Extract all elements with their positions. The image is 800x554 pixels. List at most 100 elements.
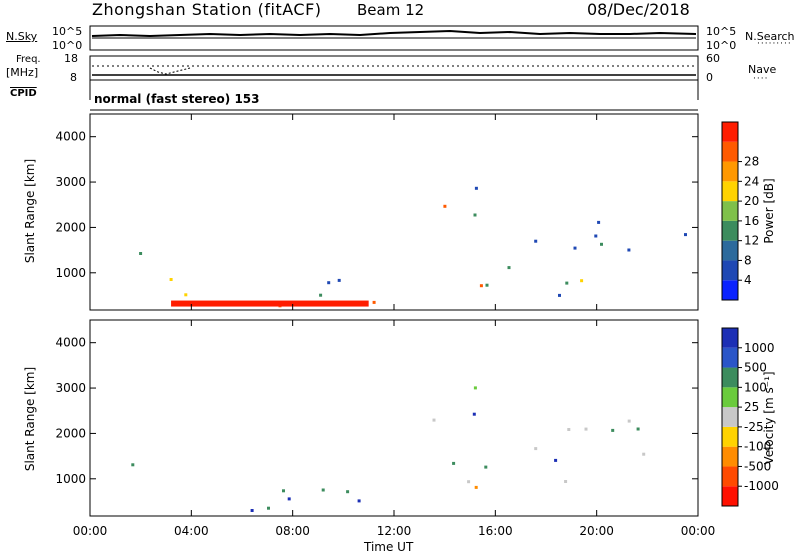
freq-unit: [MHz]: [6, 66, 39, 79]
nsky-trace: [91, 29, 697, 38]
colorbar-swatch: [722, 367, 738, 388]
freq-tick-top: 18: [64, 52, 78, 65]
velocity-colorbar-label: Velocity [m s⁻¹]: [762, 371, 776, 465]
nsearch-tick-bottom: 10^0: [706, 39, 737, 52]
panel-frame: [89, 113, 699, 311]
echo-cell: [267, 506, 270, 510]
echo-cell: [684, 233, 687, 237]
colorbar-swatch: [722, 260, 738, 281]
echo-cell: [443, 204, 447, 208]
x-tick-label: 16:00: [478, 524, 513, 538]
y-tick-label: 2000: [55, 426, 86, 440]
nave-label: Nave: [748, 63, 777, 76]
echo-cell: [467, 480, 471, 484]
echo-cell: [169, 278, 173, 281]
colorbar-swatch: [722, 387, 738, 408]
nsearch-tick-top: 10^5: [706, 25, 737, 38]
strong-echo-band: [171, 300, 369, 307]
colorbar-swatch: [722, 161, 738, 182]
echo-cell: [473, 386, 477, 390]
echo-cell: [636, 427, 640, 431]
velocity-panel: 1000 2000 3000 4000 00:00 04:00 08:00 12:00 16:0…: [55, 319, 716, 538]
echo-cell: [573, 246, 577, 250]
echo-cell: [564, 480, 568, 483]
echo-cell: [321, 488, 325, 492]
colorbar-tick-label: 8: [744, 253, 752, 267]
echo-cell: [558, 293, 561, 297]
echo-cell: [611, 428, 615, 432]
echo-cell: [372, 300, 376, 304]
echo-cell: [580, 279, 584, 283]
nsky-label: N.Sky: [6, 30, 38, 43]
echo-cell: [534, 447, 538, 451]
nsky-strip: [89, 25, 699, 51]
y-tick-label: 3000: [55, 381, 86, 395]
echo-cell: [485, 283, 489, 287]
y-tick-label: 4000: [55, 336, 86, 350]
echo-cell: [473, 213, 477, 217]
colorbar-swatch: [722, 426, 738, 447]
echo-cell: [346, 490, 350, 494]
beam-label: Beam 12: [357, 1, 425, 19]
colorbar-swatch: [722, 328, 738, 348]
echo-cell: [600, 242, 603, 246]
colorbar-swatch: [722, 141, 738, 162]
echo-cell: [184, 293, 188, 297]
echo-cell: [534, 239, 538, 243]
x-tick-label: 20:00: [579, 524, 614, 538]
echo-cell: [474, 186, 478, 190]
y-tick-label: 1000: [55, 266, 86, 280]
colorbar-tick-label: 1000: [744, 341, 775, 355]
nsearch-label: N.Search: [745, 30, 795, 43]
x-tick-label: 00:00: [681, 524, 716, 538]
freq-label: Freq.: [16, 54, 41, 65]
echo-cell: [131, 463, 135, 467]
echo-cell: [357, 499, 361, 503]
echo-cell: [554, 458, 558, 462]
echo-cell: [319, 293, 323, 297]
x-tick-label: 04:00: [174, 524, 209, 538]
echo-cell: [627, 248, 631, 252]
echo-cell: [565, 281, 569, 285]
date-label: 08/Dec/2018: [587, 0, 690, 19]
nsky-tick-top: 10^5: [52, 25, 83, 38]
echo-cell: [327, 281, 331, 285]
nsky-tick-bottom: 10^0: [52, 39, 83, 52]
echo-cell: [597, 220, 601, 224]
echo-cell: [432, 418, 436, 422]
colorbar-swatch: [722, 486, 738, 506]
colorbar-swatch: [722, 122, 738, 142]
echo-cell: [282, 489, 285, 493]
echo-cell: [474, 485, 478, 489]
echo-cell: [250, 509, 254, 512]
colorbar-tick-label: 25: [744, 400, 759, 414]
power-ylabel: Slant Range [km]: [23, 158, 37, 264]
colorbar-swatch: [722, 240, 738, 261]
cpid-label: CPID: [10, 88, 37, 99]
echo-cell: [484, 465, 488, 469]
power-colorbar-label: Power [dB]: [762, 178, 776, 244]
echo-cell: [472, 412, 476, 416]
nave-dots: ····: [753, 74, 769, 84]
x-tick-label: 00:00: [73, 524, 108, 538]
echo-cell: [627, 419, 631, 423]
nave-tick-top: 60: [706, 52, 720, 65]
freq-strip: [89, 55, 699, 81]
colorbar-tick-label: -25: [744, 420, 764, 434]
cpid-value: normal (fast stereo) 153: [94, 92, 260, 106]
echo-cell: [452, 461, 456, 465]
echo-cell: [287, 497, 291, 501]
colorbar-tick-label: 20: [744, 194, 759, 208]
y-tick-label: 1000: [55, 472, 86, 486]
freq-tick-bottom: 8: [70, 71, 77, 84]
nsearch-dots: ·········: [757, 39, 792, 49]
colorbar-tick-label: 16: [744, 214, 759, 228]
colorbar-tick-label: 24: [744, 174, 759, 188]
x-tick-label: 12:00: [377, 524, 412, 538]
colorbar-swatch: [722, 181, 738, 202]
colorbar-swatch: [722, 201, 738, 221]
echo-cell: [567, 428, 571, 431]
power-colorbar: 4 8 12 16 20 24 28: [721, 121, 759, 301]
echo-cell: [507, 266, 511, 270]
